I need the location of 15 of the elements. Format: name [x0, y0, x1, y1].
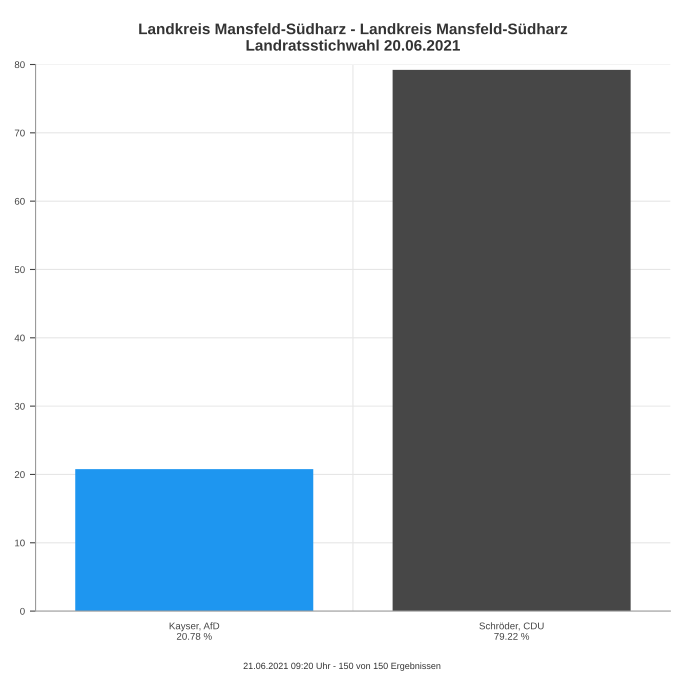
y-tick-label: 30 [14, 402, 25, 410]
chart-title: Landkreis Mansfeld-Südharz - Landkreis Mansfeld-Südharz Landratsstichwahl 20.06.2021 [139, 23, 568, 51]
y-tick-label: 40 [14, 334, 25, 342]
y-tick-label: 70 [14, 130, 25, 136]
y-tick-label: 80 [14, 61, 25, 68]
text: 21.06.2021 09:20 Uhr - 150 von 150 Ergebnissen [244, 662, 440, 671]
y-tick-label: 10 [15, 540, 25, 546]
x-tick-label: Kayser, AfD [170, 622, 220, 632]
y-tick-label: 60 [14, 198, 25, 205]
x-tick-label: Schröder, CDU [479, 622, 544, 630]
data-label: 79.22 % [494, 632, 530, 640]
y-tick-label: 50 [14, 266, 25, 274]
data-label: 20.78 % [176, 632, 212, 640]
y-tick-label: 20 [14, 471, 25, 478]
y-tick-label: 0 [20, 608, 25, 615]
